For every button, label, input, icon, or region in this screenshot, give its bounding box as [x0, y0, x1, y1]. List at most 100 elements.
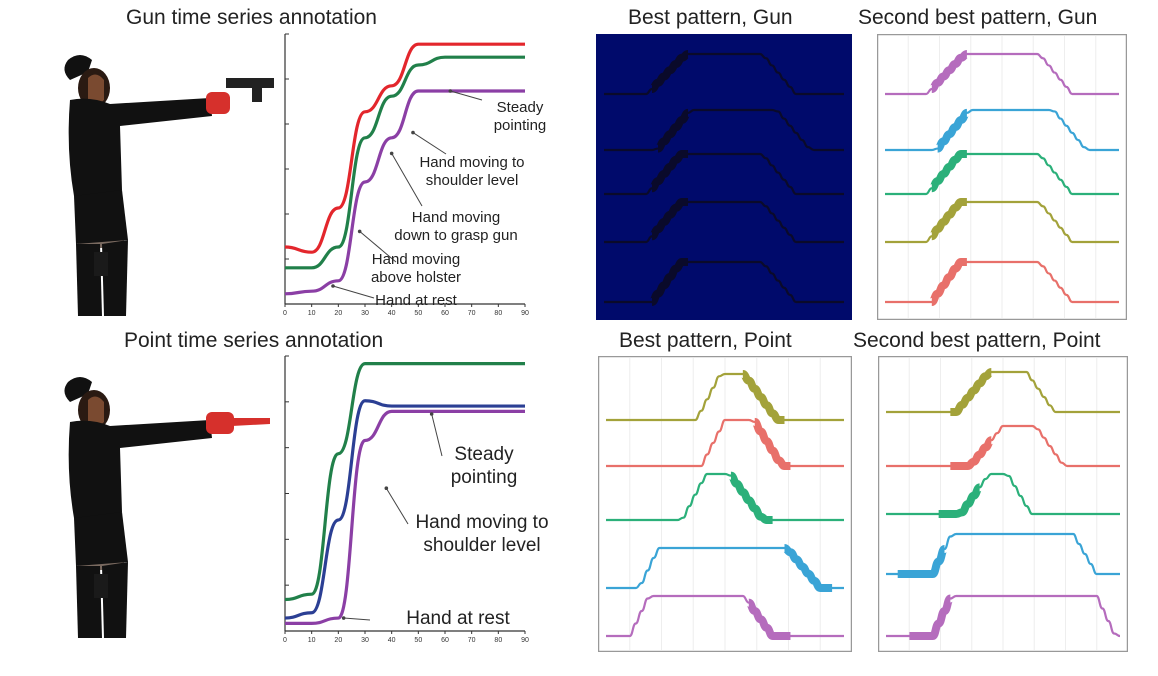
gun-x-tick-label: 50: [414, 310, 422, 317]
point-x-tick-label: 90: [521, 637, 529, 644]
gun-shape: [226, 78, 274, 88]
second-point-highlight-1: [950, 436, 994, 470]
best-gun-pattern-line-3: [603, 200, 844, 244]
best-gun-highlight-2: [650, 150, 688, 193]
second-point-pattern-line-0: [886, 370, 1120, 414]
best-gun-pattern-line-4: [604, 260, 844, 304]
gun-annotation-label: Steady pointing: [494, 99, 547, 134]
pointing-finger-shape: [232, 418, 270, 426]
point-time-series-chart: 0 10 20 30 40 50 60 70 80 90 Steady pointing Hand mo…: [283, 355, 549, 644]
second-gun-highlight-4: [929, 258, 967, 306]
gun-series-line-1: [285, 55, 525, 270]
second-point-pattern-line-2: [885, 472, 1120, 516]
second-point-highlight-0: [950, 368, 993, 416]
gun-annotation-arrowhead: [411, 130, 415, 135]
point-person-figure: [64, 377, 270, 638]
gun-annotation-arrowhead: [389, 151, 394, 156]
second-gun-highlight-2: [929, 150, 967, 193]
point-annotation-label: Hand at rest: [406, 608, 510, 629]
point-annotation-arrow: [385, 487, 409, 525]
best-point-highlight-4: [746, 598, 791, 640]
gun-person-figure: [64, 55, 274, 316]
glove-shape: [206, 412, 234, 434]
point-title: Point time series annotation: [124, 329, 384, 352]
best-gun-title: Best pattern, Gun: [628, 6, 793, 29]
second-point-title: Second best pattern, Point: [853, 329, 1101, 352]
second-gun-pattern-line-2: [884, 152, 1119, 196]
gun-annotation-arrow: [391, 153, 423, 207]
gun-x-tick-label: 90: [521, 310, 529, 317]
point-x-tick-label: 0: [283, 637, 287, 644]
gun-x-tick-label: 0: [283, 310, 287, 317]
gun-x-tick-label: 60: [441, 310, 449, 317]
gun-annotation-label: Hand moving above holster: [371, 251, 461, 286]
point-annotation-label: Hand moving to shoulder level: [415, 512, 548, 556]
second-best-pattern-gun-panel: [877, 34, 1127, 320]
glove-shape: [206, 92, 230, 114]
gun-series-line-2: [284, 89, 525, 296]
best-gun-highlight-4: [649, 258, 688, 306]
point-x-tick-label: 10: [308, 637, 316, 644]
best-gun-pattern-line-2: [603, 152, 844, 196]
gun-x-tick-label: 80: [494, 310, 502, 317]
gun-annotation-arrowhead: [357, 229, 362, 234]
gun-annotation-label: Hand at rest: [375, 292, 458, 309]
point-series-line-2: [285, 409, 525, 625]
second-gun-highlight-0: [930, 50, 968, 93]
point-annotation-arrowhead: [341, 616, 346, 620]
point-x-tick-label: 50: [414, 637, 422, 644]
gun-x-tick-label: 10: [308, 310, 316, 317]
second-gun-pattern-line-0: [885, 52, 1119, 96]
best-gun-pattern-line-0: [604, 52, 844, 96]
gun-title: Gun time series annotation: [126, 6, 377, 29]
point-x-tick-label: 80: [494, 637, 502, 644]
gun-x-tick-label: 70: [468, 310, 476, 317]
point-series-line-1: [284, 399, 525, 620]
gun-annotation-label: Hand moving to shoulder level: [419, 154, 524, 189]
gun-x-tick-label: 30: [361, 310, 369, 317]
best-gun-frame: [596, 34, 852, 320]
second-gun-pattern-line-1: [884, 108, 1119, 152]
gun-annotation-arrow: [412, 132, 447, 155]
point-series-line-0: [284, 362, 525, 602]
gun-annotation-arrow: [332, 285, 375, 299]
second-point-highlight-3: [897, 545, 948, 578]
second-point-highlight-2: [938, 483, 982, 518]
gun-time-series-chart: 0 10 20 30 40 50 60 70 80 90 Steady pointing Hand mo…: [283, 33, 547, 317]
gun-annotation-arrow: [359, 231, 397, 263]
best-point-title: Best pattern, Point: [619, 329, 792, 352]
gun-annotation-arrow: [450, 90, 483, 101]
point-x-tick-label: 60: [441, 637, 449, 644]
point-annotation-arrowhead: [384, 486, 389, 490]
point-x-tick-label: 30: [361, 637, 369, 644]
point-x-tick-label: 20: [334, 637, 342, 644]
best-gun-pattern-line-1: [603, 108, 844, 152]
second-best-pattern-point-panel: [878, 356, 1128, 652]
best-gun-highlight-0: [650, 50, 689, 93]
best-point-highlight-2: [728, 471, 773, 524]
gun-annotation-arrowhead: [331, 284, 335, 288]
second-gun-pattern-line-3: [884, 200, 1119, 244]
second-gun-pattern-line-4: [885, 260, 1119, 304]
gun-x-tick-label: 40: [388, 310, 396, 317]
best-point-highlight-0: [741, 370, 785, 424]
gun-series-line-0: [284, 42, 526, 254]
point-x-tick-label: 40: [388, 637, 396, 644]
gun-annotation-arrowhead: [448, 89, 453, 93]
point-annotation-label: Steady pointing: [451, 444, 518, 488]
best-point-pattern-line-1: [606, 418, 844, 468]
best-point-pattern-line-2: [606, 472, 844, 522]
point-x-tick-label: 70: [468, 637, 476, 644]
best-point-pattern-line-4: [606, 594, 844, 638]
second-gun-title: Second best pattern, Gun: [858, 6, 1098, 29]
best-gun-highlight-3: [650, 198, 688, 241]
best-pattern-point-panel: [598, 356, 852, 652]
point-annotation-arrowhead: [429, 412, 434, 416]
best-point-highlight-3: [783, 544, 833, 592]
best-point-highlight-1: [752, 417, 791, 470]
best-gun-highlight-1: [656, 108, 690, 153]
point-annotation-arrow: [431, 413, 443, 457]
second-point-highlight-4: [909, 594, 953, 640]
second-gun-highlight-3: [929, 198, 967, 241]
second-gun-highlight-1: [935, 108, 969, 153]
